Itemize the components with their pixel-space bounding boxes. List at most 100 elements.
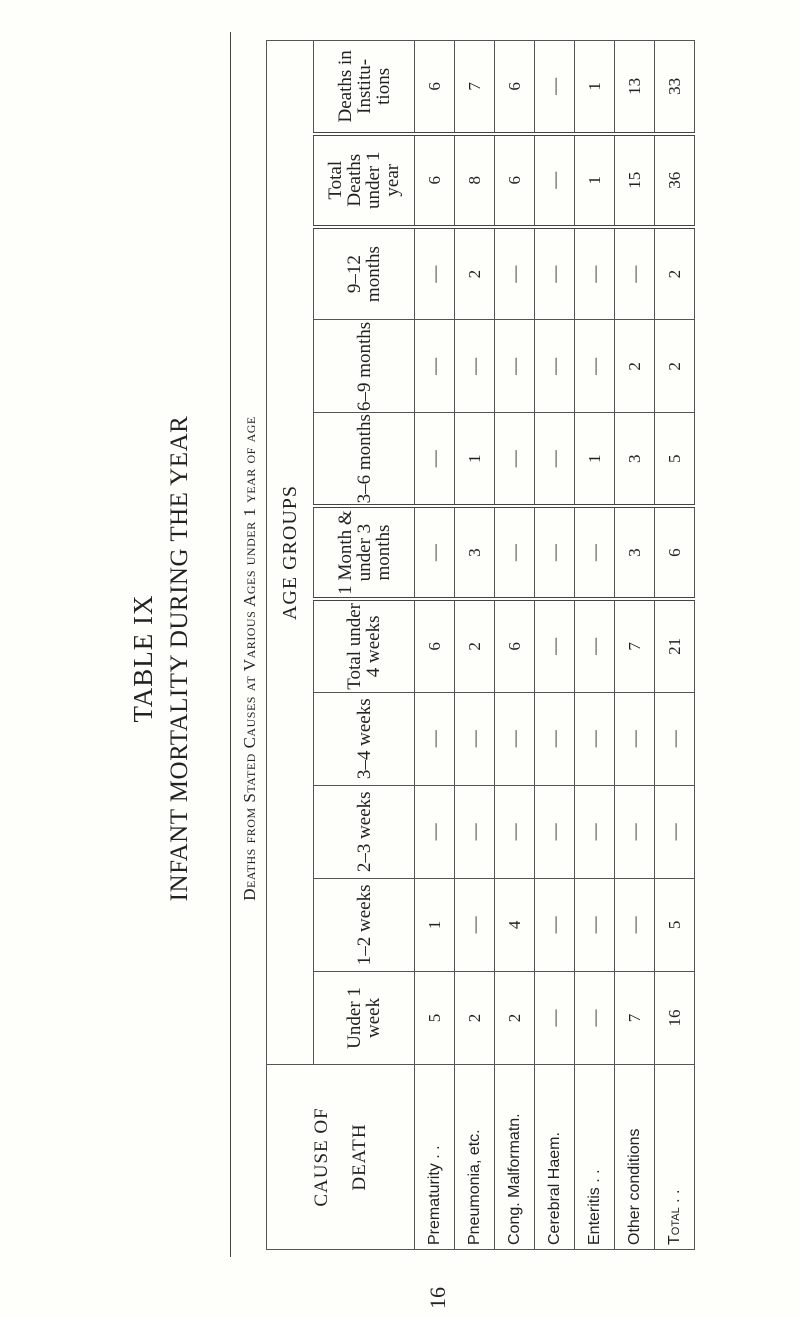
column-header: Total under 4 weeks [313,599,415,693]
table-row: Total . . 16 5— —21 6 5 2 2 36 33 [654,40,695,1250]
value-cell: 21 [654,599,695,693]
column-header: 9–12 months [313,226,415,320]
table-row: Cerebral Haem. — — — — — — — — — — — [534,40,575,1250]
value-cell: — [574,971,615,1065]
value-cell: — [654,692,695,786]
value-cell: — [574,226,615,320]
column-header: Deaths in Institu- tions [313,40,415,134]
value-cell: 7 [614,971,655,1065]
value-cell: 1 [454,412,495,507]
cause-cell: Prematurity . . [414,1064,455,1250]
table-subtitle: Deaths from Stated Causes at Various Age… [240,416,259,901]
column-header: Total Deaths under 1 year [313,133,415,227]
value-cell: 16 [654,971,695,1065]
value-cell: — [534,319,575,413]
value-cell: — [614,878,655,972]
value-cell: 7 [614,599,655,693]
value-cell: 2 [454,226,495,320]
value-cell: 3 [454,506,495,600]
value-cell: 15 [614,133,655,227]
value-cell: 6 [494,133,535,227]
value-cell: 3 [614,506,655,600]
value-cell: 5 [414,971,455,1065]
value-cell: — [454,785,495,879]
value-cell: 5 [654,878,695,972]
table-row: Other conditions 7— — —7 3 3 2—15 13 [614,40,655,1250]
value-cell: — [534,133,575,227]
frame-rule [230,32,231,1257]
value-cell: — [494,506,535,600]
table-title: INFANT MORTALITY DURING THE YEAR [166,415,193,902]
value-cell: — [414,412,455,507]
value-cell: — [614,785,655,879]
column-header: 1–2 weeks [313,878,415,972]
value-cell: — [574,319,615,413]
value-cell: — [414,319,455,413]
value-cell: — [534,878,575,972]
value-cell: 33 [654,40,695,134]
value-cell: — [494,692,535,786]
value-cell: — [574,506,615,600]
value-cell: 6 [494,599,535,693]
value-cell: — [494,785,535,879]
value-cell: — [614,692,655,786]
column-header: 6–9 months [313,319,415,413]
cause-cell: Other conditions [614,1064,655,1250]
table-row: Prematurity . . 5 1— —6— — — —6 6 [414,40,455,1250]
mortality-table: CAUSE OF DEATH AGE GROUPS Under 1 week 1–… [266,40,695,1250]
value-cell: — [534,226,575,320]
value-cell: — [534,785,575,879]
cause-cell: Cong. Malformatn. [494,1064,535,1250]
value-cell: 8 [454,133,495,227]
value-cell: — [454,319,495,413]
cause-cell: Total . . [654,1064,695,1250]
value-cell: — [614,226,655,320]
cause-cell: Cerebral Haem. [534,1064,575,1250]
value-cell: 3 [614,412,655,507]
value-cell: 2 [654,319,695,413]
value-cell: — [414,785,455,879]
table-number: TABLE IX [128,594,158,723]
value-cell: 4 [494,878,535,972]
column-header: 1 Month & under 3 months [313,506,415,600]
value-cell: — [534,971,575,1065]
value-cell: — [574,785,615,879]
value-cell: — [454,878,495,972]
value-cell: 2 [454,599,495,693]
value-cell: 6 [414,40,455,134]
column-header: 3–6 months [313,412,415,507]
table-row: Pneumonia, etc. 2— — —2 3 1—2 8 7 [454,40,495,1250]
cause-cell: Enteritis . . [574,1064,615,1250]
value-cell: — [414,226,455,320]
value-cell: 1 [574,133,615,227]
value-cell: — [574,692,615,786]
value-cell: 1 [574,40,615,134]
value-cell: — [534,412,575,507]
value-cell: 2 [454,971,495,1065]
cause-header-line1: CAUSE OF [310,1107,332,1207]
table-row: Cong. Malformatn. 2 4— —6— — — —6 6 [494,40,535,1250]
value-cell: — [494,412,535,507]
value-cell: 5 [654,412,695,507]
column-header: 3–4 weeks [313,692,415,786]
value-cell: — [654,785,695,879]
column-header: Under 1 week [313,971,415,1065]
value-cell: — [494,319,535,413]
value-cell: 6 [494,40,535,134]
value-cell: 6 [654,506,695,600]
table-row: Enteritis . . — — — — — —1— —1 1 [574,40,615,1250]
value-cell: 7 [454,40,495,134]
column-header: 2–3 weeks [313,785,415,879]
value-cell: — [414,506,455,600]
value-cell: 2 [614,319,655,413]
page-number: 16 [425,1287,450,1309]
value-cell: 6 [414,599,455,693]
value-cell: — [454,692,495,786]
value-cell: 1 [414,878,455,972]
cause-cell: Pneumonia, etc. [454,1064,495,1250]
value-cell: 2 [494,971,535,1065]
cause-header: CAUSE OF DEATH [266,1064,415,1250]
value-cell: — [494,226,535,320]
value-cell: — [574,878,615,972]
